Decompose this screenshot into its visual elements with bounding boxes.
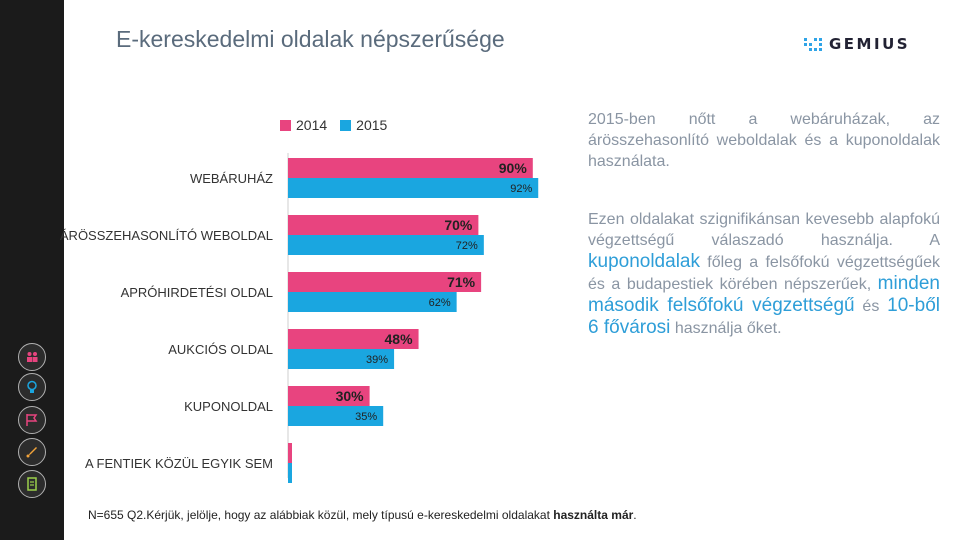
data-label-2014: 70% [444, 217, 473, 233]
people-icon[interactable] [18, 343, 46, 371]
bar-2015 [288, 463, 292, 483]
detail-text-part3: és [854, 298, 888, 315]
highlight-fovarosi: 10-ből 6 fővárosi [588, 295, 940, 338]
bar-2014 [288, 158, 533, 178]
bar-2015 [288, 349, 395, 369]
bar-2015 [288, 292, 457, 312]
data-label-2014: 71% [447, 274, 476, 290]
summary-text: 2015-ben nőtt a webáruházak, az árösszeh… [588, 111, 940, 170]
category-label: AUKCIÓS OLDAL [168, 342, 273, 357]
data-label-2015: 62% [429, 297, 451, 309]
bar-2014 [288, 443, 292, 463]
bar-2014 [288, 329, 419, 349]
document-icon[interactable] [18, 470, 46, 498]
detail-text: Ezen oldalakat szignifikánsan kevesebb a… [588, 209, 940, 339]
footnote-suffix: . [633, 508, 637, 522]
category-label: APRÓHIRDETÉSI OLDAL [121, 285, 273, 300]
footnote-prefix: N=655 Q2.Kérjük, jelölje, hogy az alábbi… [88, 508, 554, 522]
data-label-2014: 30% [336, 388, 365, 404]
data-label-2015: 35% [355, 411, 377, 423]
data-label-2015: 72% [456, 240, 478, 252]
logo-text: GEMIUS [829, 35, 911, 53]
page-title: E-kereskedelmi oldalak népszerűsége [116, 26, 505, 52]
category-label: ÁRÖSSZEHASONLÍTÓ WEBOLDAL [60, 228, 273, 243]
legend-swatch-2015 [340, 119, 352, 131]
bar-2015 [288, 406, 384, 426]
lightbulb-icon[interactable] [18, 373, 46, 401]
bar-2014 [288, 215, 479, 235]
legend-swatch-2014 [280, 119, 291, 131]
legend-label-2015: 2015 [356, 117, 388, 133]
detail-text-part1: Ezen oldalakat szignifikánsan kevesebb a… [588, 211, 940, 249]
category-label: KUPONOLDAL [184, 399, 273, 414]
bar-2014 [288, 386, 370, 406]
footnote-bold: használta már [553, 508, 634, 522]
category-label: WEBÁRUHÁZ [190, 171, 273, 186]
data-label-2015: 39% [366, 354, 388, 366]
highlight-felsofoku: minden második felsőfokú végzettségű [588, 273, 940, 316]
chart-legend: 2014 2015 [280, 117, 400, 133]
detail-text-part4: használja őket. [670, 320, 782, 337]
detail-text-part2: főleg a felsőfokú végzettségűek és a bud… [588, 254, 940, 293]
legend-item-2015: 2015 [340, 117, 387, 133]
bar-2014 [288, 272, 482, 292]
rocket-icon[interactable] [18, 438, 46, 466]
bar-2015 [288, 235, 484, 255]
cart-flag-icon[interactable] [18, 406, 46, 434]
data-label-2014: 90% [499, 160, 528, 176]
footnote: N=655 Q2.Kérjük, jelölje, hogy az alábbi… [88, 508, 637, 522]
gemius-dots-logo [804, 37, 822, 51]
data-label-2015: 92% [510, 183, 532, 195]
data-label-2014: 48% [385, 331, 414, 347]
legend-item-2014: 2014 [280, 117, 327, 133]
category-label: A FENTIEK KÖZÜL EGYIK SEM [85, 456, 273, 471]
bar-2015 [288, 178, 539, 198]
sidebar [0, 0, 64, 540]
highlight-kuponoldalak: kuponoldalak [588, 251, 700, 272]
gemius-logo: GEMIUS [804, 33, 944, 55]
legend-label-2014: 2014 [296, 117, 328, 133]
